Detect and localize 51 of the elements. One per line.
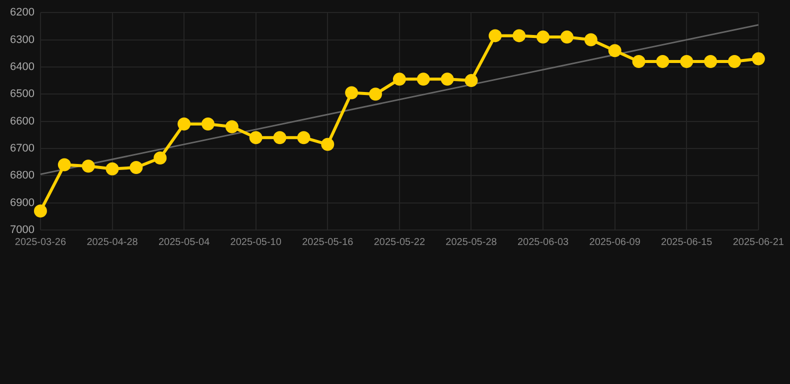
x-tick-label: 2025-05-22 bbox=[374, 236, 426, 248]
point bbox=[249, 131, 262, 144]
point bbox=[416, 72, 430, 86]
point bbox=[680, 55, 694, 68]
y-tick-label: 7000 bbox=[10, 224, 34, 236]
point bbox=[632, 55, 646, 68]
y-tick-label: 6600 bbox=[10, 115, 34, 128]
x-tick-label: 2025-04-28 bbox=[86, 236, 138, 248]
point bbox=[34, 204, 47, 218]
x-tick-label: 2025-06-09 bbox=[589, 236, 641, 248]
point bbox=[728, 55, 741, 68]
x-tick-label: 2025-06-03 bbox=[517, 236, 570, 248]
point bbox=[201, 118, 214, 131]
x-tick-label: 2025-05-10 bbox=[230, 236, 282, 248]
point bbox=[704, 55, 718, 68]
point bbox=[130, 161, 143, 174]
x-tick-label: 2025-05-28 bbox=[446, 236, 498, 248]
point bbox=[656, 55, 670, 68]
x-tick-label: 2025-05-16 bbox=[302, 236, 354, 248]
x-tick-label: 2025-03-26 bbox=[14, 236, 66, 248]
point bbox=[440, 72, 454, 86]
point bbox=[584, 33, 598, 46]
point bbox=[321, 138, 334, 151]
point bbox=[345, 86, 358, 100]
point bbox=[464, 74, 478, 88]
point bbox=[106, 162, 119, 176]
point bbox=[369, 88, 382, 101]
point bbox=[225, 120, 238, 134]
point bbox=[297, 131, 310, 144]
point bbox=[392, 72, 406, 86]
y-tick-label: 6800 bbox=[10, 170, 34, 182]
y-tick-label: 6500 bbox=[10, 88, 34, 100]
point bbox=[178, 118, 191, 131]
point bbox=[512, 29, 526, 42]
point bbox=[536, 30, 550, 44]
y-tick-label: 6200 bbox=[10, 6, 34, 19]
x-tick-label: 2025-05-04 bbox=[158, 236, 210, 248]
point bbox=[608, 44, 622, 58]
point bbox=[752, 52, 765, 66]
point bbox=[58, 158, 71, 172]
point bbox=[560, 30, 574, 44]
point bbox=[154, 151, 167, 164]
x-tick-label: 2025-06-21 bbox=[732, 236, 784, 248]
y-tick-label: 6400 bbox=[10, 60, 34, 73]
y-tick-label: 6300 bbox=[10, 34, 34, 46]
point bbox=[82, 160, 95, 173]
point bbox=[273, 131, 286, 144]
y-tick-label: 6700 bbox=[10, 142, 34, 155]
x-tick-label: 2025-06-15 bbox=[661, 236, 713, 248]
point bbox=[488, 29, 502, 42]
y-tick-label: 6900 bbox=[10, 196, 34, 209]
